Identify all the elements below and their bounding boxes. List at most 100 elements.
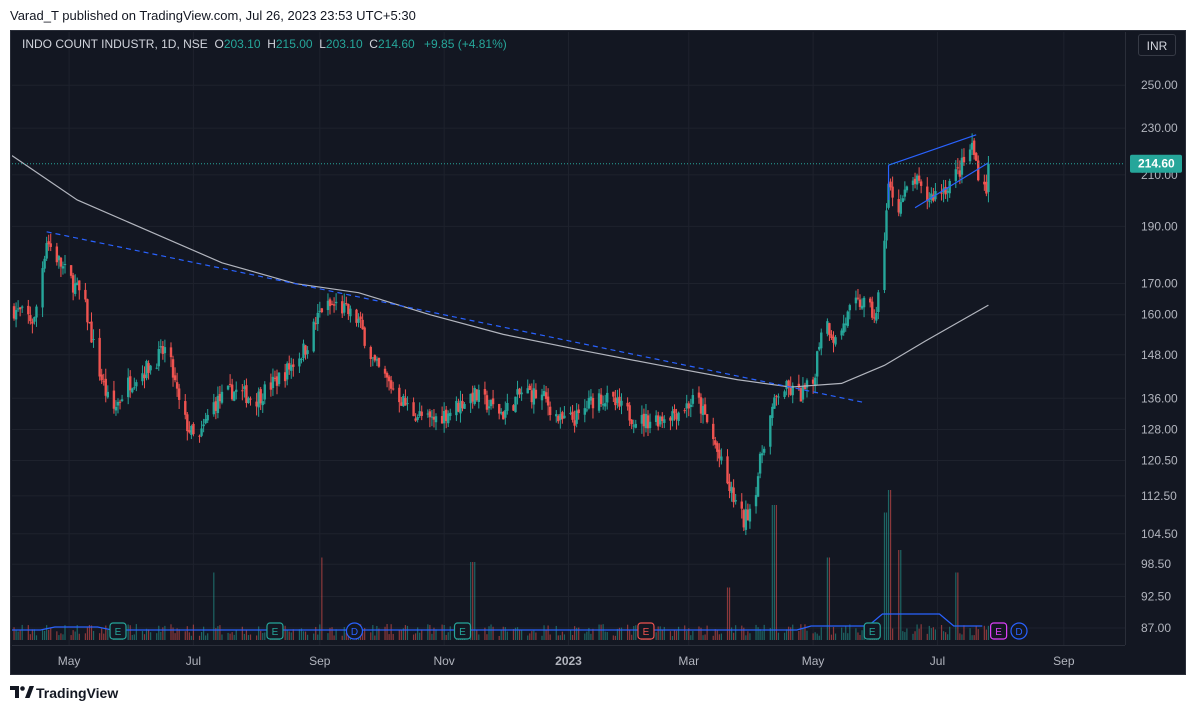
volume-bar [786,629,788,640]
volume-bar [830,634,833,640]
candle-body [473,387,476,404]
volume-bar [76,625,78,640]
volume-bar [975,625,977,640]
candle-body [946,191,949,193]
volume-bar [219,625,221,640]
plot-area [12,32,1125,645]
candle-body [630,419,633,425]
candle-body [261,401,264,406]
volume-bar [906,628,908,640]
volume-bar [215,628,217,640]
candle-body [232,391,236,401]
candle-body [442,410,446,424]
volume-bar [433,627,435,640]
candle-body [387,376,391,382]
candle-body [512,405,515,411]
candle-body [797,383,801,388]
candle-body [540,394,544,401]
volume-bar [245,629,248,640]
event-marker-dividend[interactable]: D [1010,622,1028,640]
volume-bar [535,632,537,640]
candle-body [135,382,138,387]
volume-bar [419,632,421,640]
volume-bar [771,505,773,640]
event-marker-earnings[interactable]: E [109,622,127,640]
y-tick-label: 104.50 [1141,527,1178,541]
candle-body [758,453,762,474]
candle-body [899,202,902,214]
candle-body [614,397,617,406]
event-marker-earnings[interactable]: E [863,622,881,640]
candle-body [683,410,686,412]
event-marker-earnings[interactable]: E [266,622,284,640]
volume-bar [616,628,619,640]
event-marker-earnings[interactable]: E [637,622,655,640]
candle-body [29,315,32,322]
volume-bar [714,629,716,640]
candle-body [369,347,372,359]
volume-bar [633,625,635,640]
candle-body [601,404,605,406]
candle-body [897,199,900,213]
volume-bar [90,625,93,640]
candle-body [659,416,662,425]
volume-bar [376,625,378,640]
candle-body [27,305,30,315]
candle-body [801,386,805,400]
volume-bar [58,635,60,640]
candle-body [371,357,375,359]
volume-bar [800,624,802,640]
volume-bar [300,628,303,640]
volume-bar [576,627,578,640]
volume-bar [557,635,559,640]
volume-bar [504,627,506,640]
candle-body [112,390,116,409]
volume-bar [174,633,176,640]
volume-bar [987,625,990,640]
volume-bar [629,630,631,640]
volume-bar [512,629,515,640]
volume-bar [857,632,859,640]
volume-bar [932,627,934,640]
candle-body [188,430,191,433]
candle-body [944,186,947,195]
candle-body [958,170,962,177]
volume-bar [441,624,443,640]
legend-c-label: C [369,37,378,51]
volume-bar [412,634,415,640]
candle-body [534,389,538,399]
candle-body [202,424,205,427]
candle-body [483,389,487,395]
candle-body [875,313,878,321]
last-price-tag [1130,154,1182,173]
candle-body [359,316,362,320]
currency-button[interactable]: INR [1138,34,1176,56]
candle-body [489,399,493,407]
candle-body [673,409,676,414]
candle-body [516,389,519,395]
volume-bar [388,634,390,640]
candle-body [383,368,387,374]
candle-body [791,385,794,396]
x-tick-label: Jul [930,654,945,668]
event-marker-dividend[interactable]: D [345,622,364,640]
volume-bar [926,633,928,640]
candle-body [940,192,943,194]
candle-body [514,396,517,413]
candle-body [828,323,831,336]
event-marker-earnings[interactable]: E [990,622,1008,640]
candle-body [783,391,786,398]
volume-bar [88,624,91,640]
candle-body [748,508,752,522]
legend-l-label: L [319,37,326,51]
volume-bar [203,626,205,640]
candle-body [606,392,609,403]
volume-bar [229,633,231,640]
event-dividend-icon [1010,622,1028,640]
candle-body [245,385,248,404]
candle-body [18,307,22,310]
volume-bar [227,632,229,640]
event-marker-earnings[interactable]: E [453,622,472,640]
chart-frame[interactable] [10,30,1186,675]
